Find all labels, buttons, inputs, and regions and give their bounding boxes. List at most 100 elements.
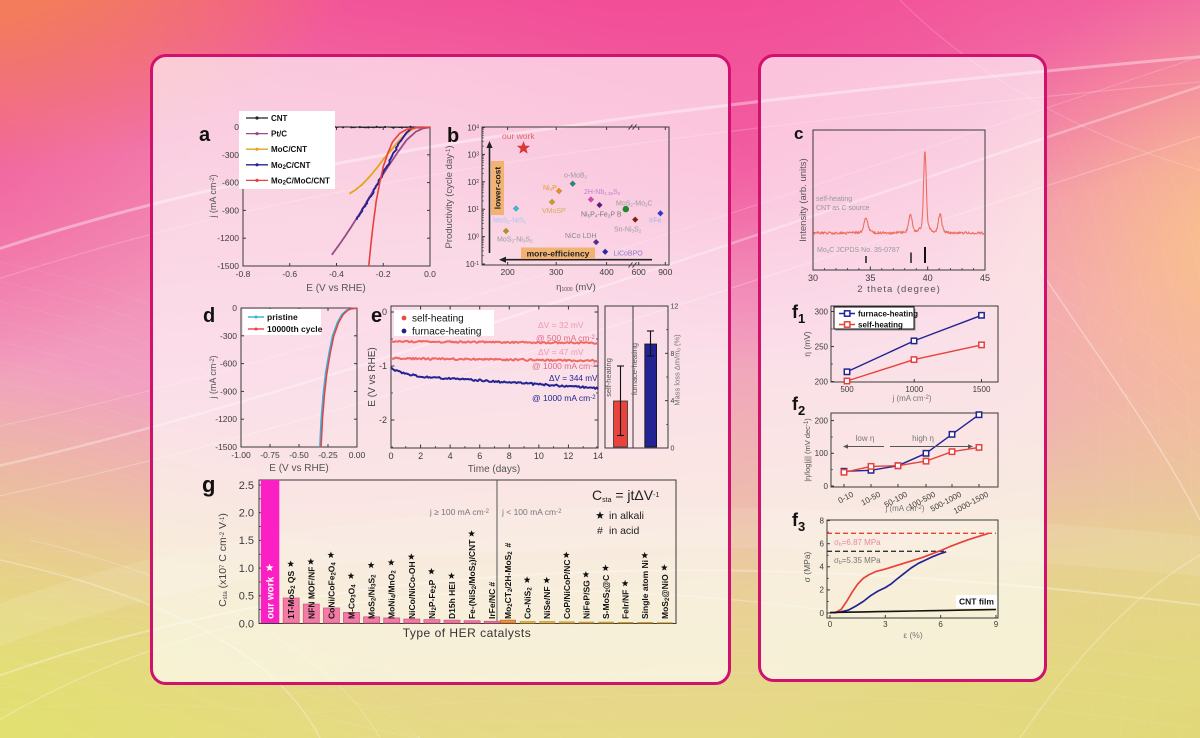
svg-text:300: 300: [549, 267, 563, 277]
svg-text:2 theta (degree): 2 theta (degree): [857, 284, 941, 295]
svg-text:η (mV): η (mV): [802, 331, 812, 357]
svg-text:#: #: [487, 582, 497, 587]
svg-text:Co-NiS2: Co-NiS2: [523, 587, 534, 619]
svg-text:3: 3: [883, 620, 888, 629]
svg-text:2.0: 2.0: [239, 508, 254, 520]
svg-text:0: 0: [824, 482, 829, 491]
svg-text:Pt/C: Pt/C: [271, 130, 287, 139]
svg-text:200: 200: [815, 377, 829, 386]
svg-text:6: 6: [820, 540, 825, 549]
svg-text:8: 8: [820, 516, 825, 525]
svg-text:ΔV = 47 mV: ΔV = 47 mV: [538, 347, 584, 357]
svg-text:0.0: 0.0: [424, 269, 436, 279]
svg-text:e: e: [371, 305, 382, 327]
svg-text:2: 2: [418, 451, 423, 461]
svg-text:0: 0: [234, 122, 239, 132]
svg-text:ε (%): ε (%): [903, 630, 923, 640]
svg-text:1500: 1500: [973, 385, 991, 394]
svg-text:low η: low η: [856, 434, 875, 443]
svg-text:-0.4: -0.4: [329, 269, 344, 279]
svg-text:250: 250: [815, 342, 829, 351]
svg-text:Intensity (arb. units): Intensity (arb. units): [798, 158, 809, 241]
svg-text:σb=5.35 MPa: σb=5.35 MPa: [834, 556, 881, 566]
svg-text:6: 6: [938, 620, 943, 629]
svg-text:0: 0: [828, 620, 833, 629]
svg-text:Fe-(NiS2/MoS2)/CNT: Fe-(NiS2/MoS2)/CNT: [467, 539, 478, 619]
svg-text:0: 0: [232, 303, 237, 313]
svg-text:0.0: 0.0: [239, 618, 254, 630]
svg-text:-600: -600: [222, 178, 239, 188]
svg-text:j (mA cm-2): j (mA cm-2): [891, 394, 931, 403]
svg-text:MoNi4/MnO2: MoNi4/MnO2: [387, 570, 398, 619]
svg-text:103: 103: [467, 150, 479, 159]
svg-text:-1: -1: [379, 361, 387, 371]
svg-text:NiSe/NF: NiSe/NF: [542, 586, 552, 619]
svg-text:-1.00: -1.00: [231, 450, 251, 460]
svg-text:100: 100: [467, 233, 479, 242]
svg-text:200: 200: [501, 267, 515, 277]
svg-text:14: 14: [593, 451, 603, 461]
svg-text:b: b: [447, 125, 459, 147]
svg-text:10: 10: [534, 451, 544, 461]
svg-text:@ 1000 mA cm-2: @ 1000 mA cm-2: [532, 361, 596, 371]
svg-text:self-heating: self-heating: [858, 321, 903, 330]
svg-text:MoS2/Ni3S2: MoS2/Ni3S2: [367, 574, 378, 619]
svg-text:-900: -900: [220, 386, 237, 396]
svg-text:η1000 (mV): η1000 (mV): [556, 282, 596, 293]
svg-text:-0.2: -0.2: [376, 269, 391, 279]
svg-text:10-50: 10-50: [860, 490, 883, 508]
svg-text:-900: -900: [222, 205, 239, 215]
svg-text:#: #: [503, 543, 513, 548]
svg-text:8: 8: [671, 351, 675, 358]
svg-text:200: 200: [815, 416, 829, 425]
svg-text:MoS2-Mo2C: MoS2-Mo2C: [616, 201, 653, 208]
svg-text:-2: -2: [379, 415, 387, 425]
svg-text:12: 12: [671, 304, 679, 311]
svg-text:4: 4: [448, 451, 453, 461]
svg-text:-300: -300: [220, 331, 237, 341]
svg-text:100: 100: [815, 449, 829, 458]
svg-text:g: g: [202, 472, 215, 497]
svg-text:a: a: [199, 124, 211, 146]
svg-text:CNT film: CNT film: [959, 597, 994, 607]
svg-text:1T-MoS2 QS: 1T-MoS2 QS: [286, 570, 297, 619]
svg-text:0: 0: [382, 307, 387, 317]
svg-text:furnace-heating: furnace-heating: [858, 310, 918, 319]
svg-text:pristine: pristine: [267, 312, 298, 322]
svg-text:our work: our work: [502, 131, 535, 141]
svg-text:furnace-heating: furnace-heating: [412, 327, 482, 338]
svg-text:σb=6.87 MPa: σb=6.87 MPa: [834, 538, 881, 548]
svg-text:Productivity (cycle day-1): Productivity (cycle day-1): [444, 145, 455, 248]
svg-text:8: 8: [507, 451, 512, 461]
svg-text:high η: high η: [912, 434, 934, 443]
svg-text:0-10: 0-10: [837, 490, 856, 506]
svg-text:σ (MPa): σ (MPa): [802, 551, 812, 582]
svg-text:-0.75: -0.75: [260, 450, 280, 460]
svg-text:-0.6: -0.6: [282, 269, 297, 279]
svg-text:j (mA cm-2): j (mA cm-2): [208, 174, 218, 218]
svg-text:in alkali: in alkali: [609, 510, 644, 522]
svg-text:S-MoS2@C: S-MoS2@C: [601, 575, 612, 619]
svg-text:10000th cycle: 10000th cycle: [267, 324, 323, 334]
svg-text:Csta = jtΔV-1: Csta = jtΔV-1: [592, 487, 659, 504]
svg-text:Mo2C/CNT: Mo2C/CNT: [271, 161, 310, 171]
svg-text:-1500: -1500: [217, 261, 239, 271]
svg-text:VMoSP: VMoSP: [542, 208, 566, 215]
svg-text:0: 0: [671, 446, 675, 453]
svg-text:j ≥ 100 mA cm-2: j ≥ 100 mA cm-2: [429, 507, 490, 517]
svg-text:4: 4: [820, 563, 825, 572]
svg-text:Mo2C/MoC/CNT: Mo2C/MoC/CNT: [271, 176, 330, 186]
svg-text:j (mA cm-2): j (mA cm-2): [208, 355, 218, 399]
svg-text:IrFe: IrFe: [649, 218, 662, 225]
svg-text:#: #: [597, 525, 603, 537]
svg-text:2.5: 2.5: [239, 480, 254, 492]
svg-text:MoS2-Ni3S2: MoS2-Ni3S2: [497, 237, 533, 244]
svg-text:CNT: CNT: [271, 114, 288, 123]
svg-text:MoS2@NiO: MoS2@NiO: [660, 574, 671, 619]
svg-text:0.00: 0.00: [349, 450, 366, 460]
svg-text:j (mA cm-2): j (mA cm-2): [884, 504, 924, 513]
svg-text:600: 600: [632, 267, 646, 277]
svg-text:d: d: [203, 305, 215, 327]
svg-text:0: 0: [820, 609, 825, 618]
svg-text:1.5: 1.5: [239, 535, 254, 547]
